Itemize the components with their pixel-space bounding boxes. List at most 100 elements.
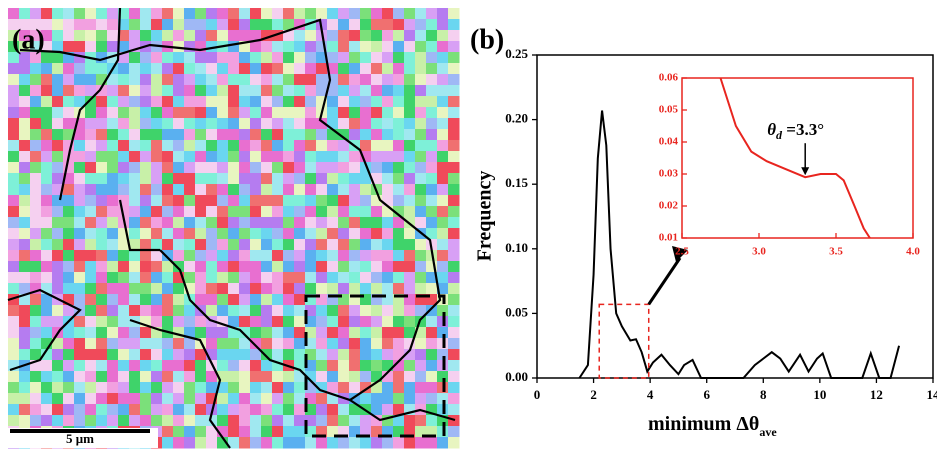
arrow-head <box>801 167 810 176</box>
y-tick-label: 0.00 <box>505 369 528 384</box>
grain <box>74 41 86 53</box>
grain <box>338 52 350 64</box>
grain <box>151 327 163 339</box>
grain <box>30 195 42 207</box>
grain <box>382 415 394 427</box>
grain <box>129 415 141 427</box>
grain <box>140 118 152 130</box>
grain <box>371 8 383 20</box>
grain <box>30 41 42 53</box>
grain <box>349 30 361 42</box>
grain <box>305 74 317 86</box>
grain <box>349 74 361 86</box>
grain <box>129 74 141 86</box>
grain <box>217 162 229 174</box>
grain <box>96 151 108 163</box>
grain <box>52 118 64 130</box>
grain <box>261 107 273 119</box>
grain <box>118 228 130 240</box>
grain <box>107 228 119 240</box>
grain <box>52 184 64 196</box>
grain <box>261 316 273 328</box>
grain <box>250 217 262 229</box>
grain <box>118 283 130 295</box>
grain <box>96 338 108 350</box>
grain <box>272 63 284 75</box>
grain-boundaries <box>7 7 456 449</box>
grain <box>140 8 152 20</box>
grain <box>382 140 394 152</box>
grain <box>74 63 86 75</box>
grain <box>283 8 295 20</box>
grain <box>19 184 31 196</box>
grain <box>8 217 20 229</box>
grain <box>107 107 119 119</box>
grain <box>294 74 306 86</box>
grain <box>261 404 273 416</box>
grain <box>52 195 64 207</box>
grain <box>448 173 460 185</box>
grain <box>239 393 251 405</box>
grain <box>426 30 438 42</box>
grain <box>250 239 262 251</box>
grain <box>30 393 42 405</box>
grain <box>437 349 449 361</box>
grain <box>393 173 405 185</box>
grain <box>338 228 350 240</box>
grain <box>393 338 405 350</box>
x-axis-label-sub: ave <box>759 425 777 439</box>
grain <box>382 316 394 328</box>
grain <box>360 349 372 361</box>
grain <box>349 349 361 361</box>
grain <box>239 294 251 306</box>
grain <box>19 129 31 141</box>
grain <box>316 426 328 438</box>
grain <box>228 382 240 394</box>
grain <box>140 250 152 262</box>
grain <box>393 250 405 262</box>
grain <box>338 195 350 207</box>
grain <box>85 217 97 229</box>
grain <box>107 206 119 218</box>
grain <box>393 239 405 251</box>
grain <box>426 173 438 185</box>
grain <box>118 305 130 317</box>
grain <box>371 41 383 53</box>
grain <box>19 8 31 20</box>
grain <box>129 360 141 372</box>
grain <box>30 327 42 339</box>
grain <box>250 250 262 262</box>
grain <box>294 151 306 163</box>
grain <box>448 250 460 262</box>
grain <box>393 382 405 394</box>
grain <box>349 41 361 53</box>
grain <box>195 107 207 119</box>
grain <box>217 184 229 196</box>
grain <box>140 371 152 383</box>
grain <box>173 63 185 75</box>
grain <box>261 360 273 372</box>
grain <box>448 151 460 163</box>
grain <box>272 41 284 53</box>
grain <box>294 360 306 372</box>
grain <box>107 415 119 427</box>
grain <box>206 261 218 273</box>
grain <box>228 228 240 240</box>
grain <box>338 404 350 416</box>
grain <box>140 217 152 229</box>
grain <box>162 404 174 416</box>
grain <box>250 8 262 20</box>
grain <box>437 30 449 42</box>
grain <box>294 349 306 361</box>
grain <box>63 250 75 262</box>
grain <box>360 360 372 372</box>
grain <box>250 129 262 141</box>
grain <box>162 96 174 108</box>
grain <box>283 316 295 328</box>
grain <box>63 195 75 207</box>
grain <box>338 85 350 97</box>
y-tick-label: 0.15 <box>505 175 528 190</box>
grain <box>85 294 97 306</box>
grain <box>195 140 207 152</box>
grain <box>107 118 119 130</box>
